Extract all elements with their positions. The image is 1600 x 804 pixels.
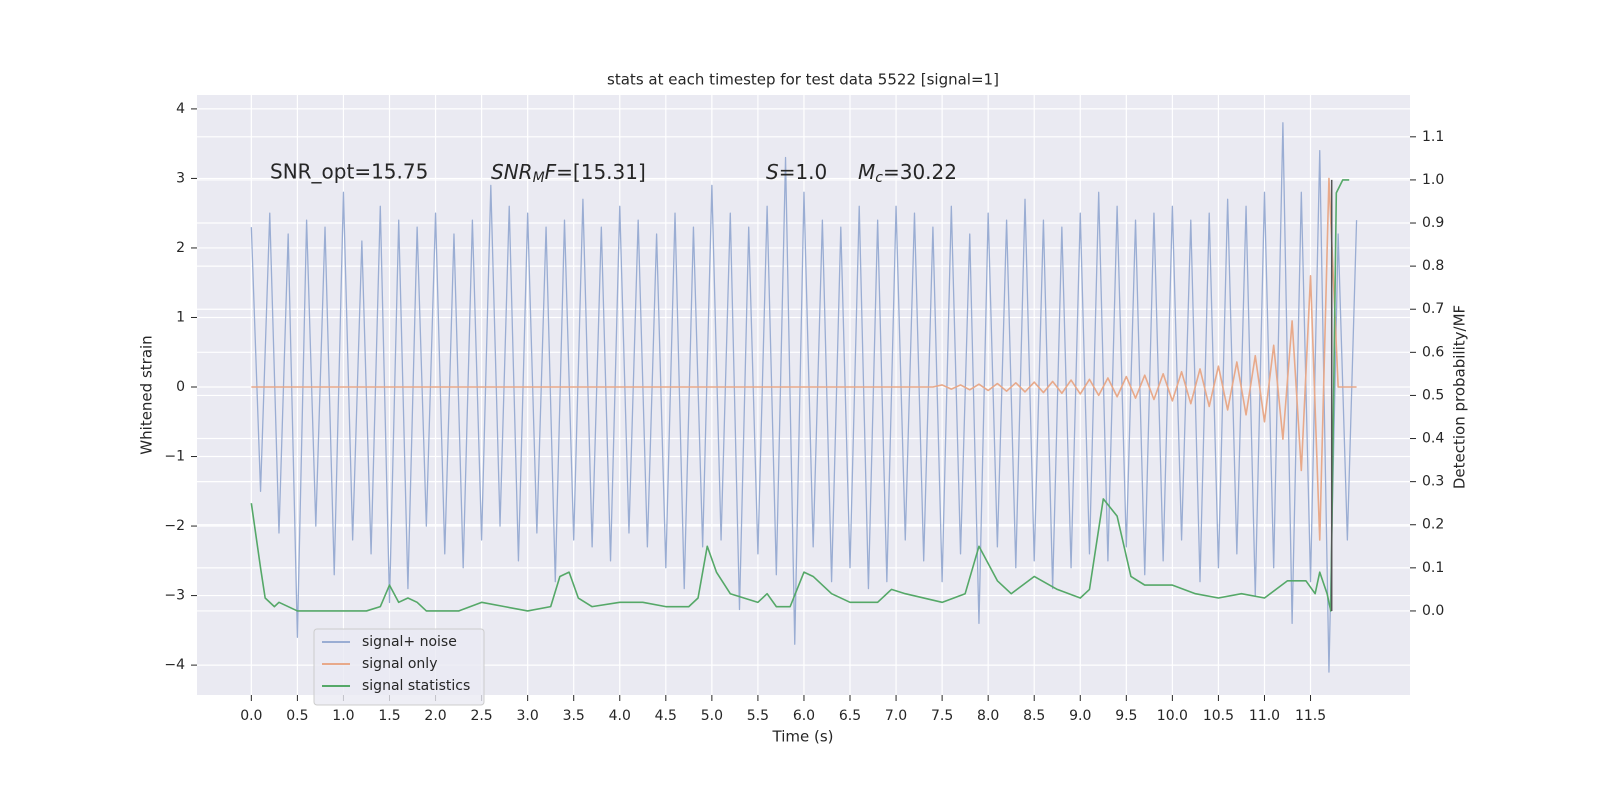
y2-tick-label: 0.6 (1422, 344, 1444, 360)
x-tick-label: 11.5 (1295, 708, 1326, 724)
marks (250, 122, 1358, 673)
x-tick-label: 6.5 (839, 708, 861, 724)
annotation: SNRMF=[15.31] (491, 160, 646, 187)
x-tick-label: 0.0 (240, 708, 262, 724)
y2-tick-label: 0.2 (1422, 517, 1444, 533)
y-tick-label: 4 (176, 101, 185, 117)
y-tick-label: −3 (164, 588, 185, 604)
annotation-part: SNR (491, 160, 533, 184)
y-tick-label: 1 (176, 309, 185, 325)
y2-tick-label: 0.5 (1422, 387, 1444, 403)
x-tick-label: 5.0 (701, 708, 723, 724)
chart-title: stats at each timestep for test data 552… (607, 71, 999, 89)
legend-label: signal only (362, 656, 437, 672)
x-tick-label: 8.5 (1023, 708, 1045, 724)
annotation-part: =30.22 (883, 160, 957, 184)
annotation-part: c (875, 170, 883, 186)
y-tick-label: 2 (176, 240, 185, 256)
annotation: Mc=30.22 (858, 160, 957, 187)
annotation-part: M (858, 160, 875, 184)
y2-tick-label: 0.4 (1422, 431, 1444, 447)
x-tick-label: 2.0 (424, 708, 446, 724)
y2-tick-label: 0.7 (1422, 301, 1444, 317)
x-tick-label: 10.0 (1157, 708, 1188, 724)
annotation-part: F (545, 160, 557, 184)
y2-axis-label: Detection probability/MF (1451, 305, 1469, 489)
y-tick-label: 3 (176, 170, 185, 186)
y-tick-label: −2 (164, 518, 185, 534)
x-tick-label: 4.0 (609, 708, 631, 724)
y2-tick-label: 0.9 (1422, 215, 1444, 231)
y-axis-label: Whitened strain (138, 335, 156, 454)
y-tick-label: 0 (176, 379, 185, 395)
y2-tick-label: 0.3 (1422, 474, 1444, 490)
x-axis-label: Time (s) (772, 728, 834, 746)
axes: 0.0 0.5 1.0 1.5 2.0 2.5 3.0 3.5 4.0 4.5 5.0 5.5 6.0 6… (164, 101, 1444, 724)
x-tick-label: 7.0 (885, 708, 907, 724)
legend-box (313, 628, 485, 706)
series-line (251, 177, 1357, 541)
legend: signal+ noise signal only signal statistic… (313, 628, 485, 706)
annotation-part: =[15.31] (556, 160, 646, 184)
annotation: S=1.0 (766, 160, 827, 184)
x-tick-label: 3.5 (563, 708, 585, 724)
x-tick-label: 10.5 (1203, 708, 1234, 724)
y2-tick-label: 0.0 (1422, 603, 1444, 619)
y2-tick-label: 1.0 (1422, 172, 1444, 188)
y2-tick-label: 0.8 (1422, 258, 1444, 274)
x-tick-label: 8.0 (977, 708, 999, 724)
annotation-part: M (533, 170, 545, 186)
series-line (250, 122, 1358, 673)
x-tick-label: 5.5 (747, 708, 769, 724)
x-tick-label: 1.0 (332, 708, 354, 724)
series-line (250, 179, 1350, 612)
x-tick-label: 7.5 (931, 708, 953, 724)
annotation: SNR_opt=15.75 (270, 160, 428, 184)
x-tick-label: 11.0 (1249, 708, 1280, 724)
x-tick-label: 6.0 (793, 708, 815, 724)
annotation-part: =1.0 (779, 160, 828, 184)
x-tick-label: 2.5 (470, 708, 492, 724)
y-tick-label: −4 (164, 657, 185, 673)
x-tick-label: 4.5 (655, 708, 677, 724)
x-tick-label: 3.0 (517, 708, 539, 724)
x-tick-label: 0.5 (286, 708, 308, 724)
y-tick-label: −1 (164, 449, 185, 465)
x-tick-label: 9.0 (1069, 708, 1091, 724)
x-tick-label: 1.5 (378, 708, 400, 724)
legend-label: signal+ noise (362, 634, 457, 650)
x-tick-label: 9.5 (1115, 708, 1137, 724)
annotation-part: S (766, 160, 779, 184)
y2-tick-label: 1.1 (1422, 129, 1444, 145)
y2-tick-label: 0.1 (1422, 560, 1444, 576)
legend-label: signal statistics (362, 678, 470, 694)
